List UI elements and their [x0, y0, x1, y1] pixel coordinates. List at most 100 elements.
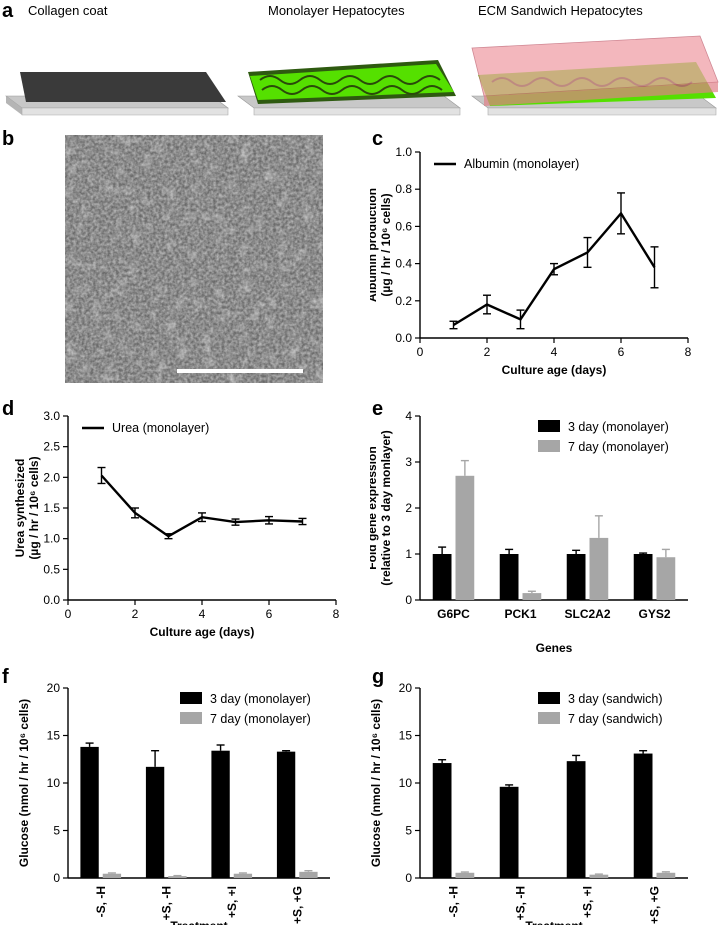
d-ylabel-line: (µg / hr / 10⁶ cells) — [27, 456, 41, 559]
d-xtick-label: 8 — [333, 607, 340, 621]
d-ytick-label: 0.0 — [43, 593, 60, 607]
g-bar — [633, 753, 653, 878]
e-bar — [499, 554, 519, 600]
c-ylabel-line: (µg / hr / 10⁶ cells) — [379, 193, 393, 296]
label-collagen-coat: Collagen coat — [28, 3, 108, 18]
c-errorbar — [483, 294, 491, 315]
panel-letter-g: g — [372, 666, 385, 688]
d-ytick-label: 2.0 — [43, 470, 60, 484]
g-bar — [499, 786, 519, 878]
c-ytick-label: 0.0 — [395, 331, 412, 345]
c-xtick-label: 2 — [484, 345, 491, 359]
f-bar — [211, 750, 230, 878]
d-ytick-label: 2.5 — [43, 440, 60, 454]
d-errorbar — [198, 512, 206, 523]
f-ytick-label: 5 — [53, 824, 60, 838]
d-errorbar — [131, 507, 139, 519]
c-xlabel: Culture age (days) — [502, 363, 607, 377]
c-xtick-label: 0 — [417, 345, 424, 359]
e-ytick-label: 4 — [405, 410, 412, 423]
panel-a-illustrations — [5, 35, 719, 116]
d-xtick-label: 0 — [65, 607, 72, 621]
chart-gene-expression: 0 1 2 3 4 Fold gene expression (relative to 3 … — [370, 410, 688, 655]
g-ylabel-line: Glucose (nmol / hr / 10⁶ cells) — [370, 699, 383, 867]
e-xlabel: Genes — [536, 641, 573, 655]
e-category-label: PCK1 — [504, 607, 536, 621]
f-category-label: +S, +I — [225, 886, 239, 918]
g-legend-swatch — [538, 712, 560, 724]
chart-glucose-monolayer: 0 5 10 15 20 Glucose (nmol / hr / 10⁶ cells) T… — [17, 681, 330, 925]
g-category-label: +S, +G — [648, 886, 662, 924]
f-bar — [145, 766, 165, 878]
f-category-label: +S, -H — [159, 886, 173, 920]
e-bar — [566, 554, 586, 600]
sandwich-plate-illustration — [471, 35, 719, 116]
c-errorbar — [550, 262, 558, 276]
f-bar — [276, 751, 296, 878]
g-ytick-label: 15 — [399, 729, 413, 743]
f-bar — [80, 746, 99, 878]
chart-albumin: 0.0 0.2 0.4 0.6 0.8 1.0 Albumin production (µg … — [370, 145, 692, 377]
f-category-label: +S, +G — [290, 886, 304, 924]
chart-glucose-sandwich: 0 5 10 15 20 Glucose (nmol / hr / 10⁶ cells) T… — [370, 681, 688, 925]
f-ylabel-line: Glucose (nmol / hr / 10⁶ cells) — [17, 699, 31, 867]
e-ytick-label: 1 — [405, 547, 412, 561]
f-ytick-label: 0 — [53, 871, 60, 885]
g-legend-label: 3 day (sandwich) — [568, 692, 663, 706]
f-legend-label: 3 day (monolayer) — [210, 692, 311, 706]
d-legend-label: Urea (monolayer) — [112, 421, 209, 435]
e-bar — [656, 557, 676, 600]
g-bar — [589, 874, 609, 878]
d-ytick-label: 1.0 — [43, 532, 60, 546]
e-category-label: GYS2 — [638, 607, 670, 621]
e-category-label: SLC2A2 — [564, 607, 610, 621]
collagen-plate-illustration — [5, 72, 229, 116]
e-ytick-label: 3 — [405, 455, 412, 469]
c-xtick-label: 4 — [551, 345, 558, 359]
e-bar — [589, 537, 609, 600]
c-errorbar — [516, 309, 525, 330]
label-monolayer: Monolayer Hepatocytes — [268, 3, 405, 18]
d-errorbar — [97, 466, 106, 485]
d-xtick-label: 4 — [199, 607, 206, 621]
d-ytick-label: 3.0 — [43, 410, 60, 423]
e-legend-swatch — [538, 440, 560, 452]
d-errorbar — [164, 533, 173, 540]
chart-urea: 0.0 0.5 1.0 1.5 2.0 2.5 3.0 Urea synthesized (µg… — [13, 410, 340, 639]
d-series-line — [100, 474, 303, 538]
d-ytick-label: 1.5 — [43, 501, 60, 515]
g-legend-label: 7 day (sandwich) — [568, 712, 663, 726]
panel-letter-a: a — [2, 0, 14, 22]
g-bar — [455, 872, 475, 878]
d-errorbar — [231, 518, 240, 526]
d-ytick-label: 0.5 — [43, 562, 60, 576]
monolayer-plate-illustration — [237, 60, 461, 116]
f-ytick-label: 15 — [47, 729, 61, 743]
f-ytick-label: 20 — [47, 681, 61, 695]
f-category-label: -S, -H — [94, 886, 108, 917]
f-bar — [102, 873, 122, 878]
c-legend-label: Albumin (monolayer) — [464, 157, 579, 171]
g-bar — [432, 763, 452, 878]
d-xlabel: Culture age (days) — [150, 625, 255, 639]
g-ytick-label: 0 — [405, 871, 412, 885]
e-legend-label: 7 day (monolayer) — [568, 440, 669, 454]
e-ylabel-line: Fold gene expression — [370, 446, 379, 569]
c-ylabel-line: Albumin production — [370, 188, 379, 302]
g-ytick-label: 20 — [399, 681, 413, 695]
f-bar — [233, 873, 253, 878]
f-bar — [168, 876, 187, 878]
c-ytick-label: 0.8 — [395, 182, 412, 196]
f-legend-swatch — [180, 692, 202, 704]
e-legend-label: 3 day (monolayer) — [568, 420, 669, 434]
g-xlabel: Treatment — [525, 919, 582, 925]
panel-letter-d: d — [2, 398, 15, 420]
c-errorbar — [449, 320, 458, 330]
e-legend-swatch — [538, 420, 560, 432]
d-xtick-label: 6 — [266, 607, 273, 621]
c-xtick-label: 8 — [685, 345, 692, 359]
panel-letter-b: b — [2, 128, 15, 150]
g-bar — [566, 761, 586, 878]
g-legend-swatch — [538, 692, 560, 704]
d-xtick-label: 2 — [132, 607, 139, 621]
